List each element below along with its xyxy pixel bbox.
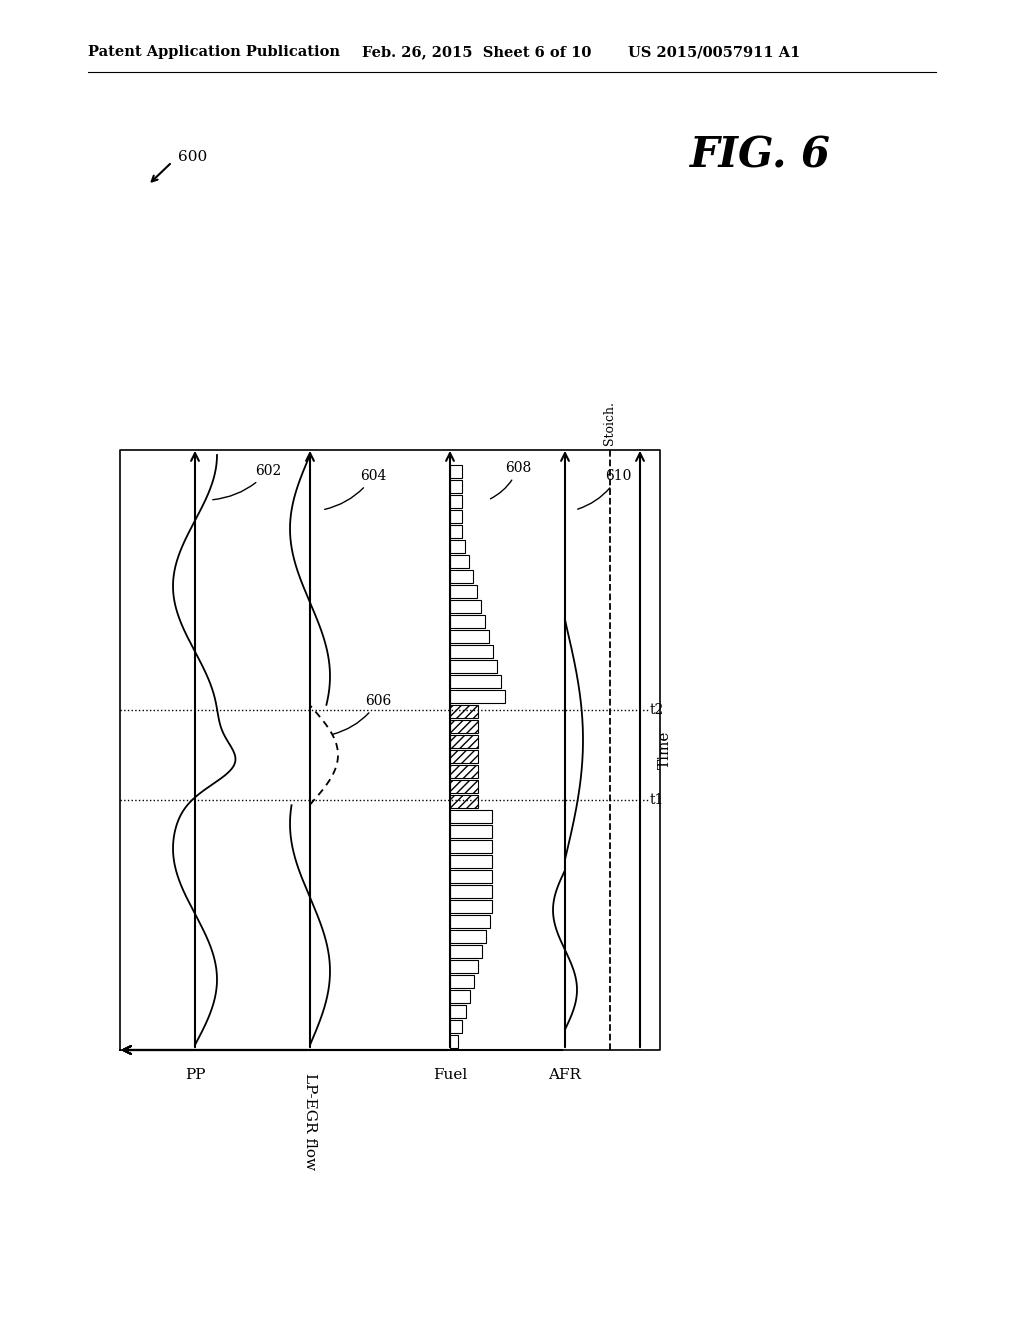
Bar — [450, 615, 485, 628]
Bar — [450, 465, 462, 478]
Text: 602: 602 — [213, 465, 282, 500]
Bar — [450, 570, 473, 583]
Bar — [450, 735, 478, 748]
Bar — [450, 750, 478, 763]
Bar — [450, 945, 482, 958]
Text: PP: PP — [184, 1068, 205, 1082]
Bar — [450, 735, 478, 748]
Bar — [450, 975, 474, 987]
Bar — [450, 705, 478, 718]
Bar — [450, 915, 490, 928]
Bar — [450, 719, 478, 733]
Bar — [450, 780, 478, 793]
Text: Feb. 26, 2015  Sheet 6 of 10: Feb. 26, 2015 Sheet 6 of 10 — [362, 45, 592, 59]
Bar — [450, 1005, 466, 1018]
Bar — [450, 900, 492, 913]
Text: AFR: AFR — [549, 1068, 582, 1082]
Text: 608: 608 — [490, 461, 531, 499]
Text: FIG. 6: FIG. 6 — [689, 135, 830, 176]
Bar — [450, 645, 493, 657]
Text: 610: 610 — [578, 469, 632, 510]
Text: Patent Application Publication: Patent Application Publication — [88, 45, 340, 59]
Bar — [450, 719, 478, 733]
Bar — [450, 825, 492, 838]
Text: Stoich.: Stoich. — [603, 401, 616, 445]
Bar — [450, 630, 489, 643]
Bar — [450, 990, 470, 1003]
Text: Fuel: Fuel — [433, 1068, 467, 1082]
Bar — [450, 870, 492, 883]
Bar — [450, 780, 478, 793]
Bar — [450, 810, 492, 822]
Bar — [450, 540, 465, 553]
Bar — [450, 690, 505, 704]
Bar — [450, 884, 492, 898]
Bar — [450, 766, 478, 777]
Bar — [450, 675, 501, 688]
Text: 604: 604 — [325, 469, 386, 510]
Bar — [450, 601, 481, 612]
Bar — [450, 795, 478, 808]
Bar — [450, 795, 478, 808]
Text: Time: Time — [658, 731, 672, 770]
Text: 606: 606 — [333, 694, 391, 734]
Bar — [450, 931, 486, 942]
Bar — [450, 855, 492, 869]
Bar — [450, 1020, 462, 1034]
Text: US 2015/0057911 A1: US 2015/0057911 A1 — [628, 45, 801, 59]
Bar — [450, 510, 462, 523]
Bar — [450, 554, 469, 568]
Bar — [450, 495, 462, 508]
Bar — [450, 480, 462, 492]
Text: t2: t2 — [650, 704, 665, 717]
Bar — [450, 585, 477, 598]
Bar — [450, 840, 492, 853]
Bar — [450, 1035, 458, 1048]
Bar — [450, 525, 462, 539]
Bar — [450, 960, 478, 973]
Bar — [450, 660, 497, 673]
Text: t1: t1 — [650, 793, 665, 807]
Bar — [450, 766, 478, 777]
Text: LP-EGR flow: LP-EGR flow — [303, 1073, 317, 1170]
Bar — [450, 750, 478, 763]
Text: 600: 600 — [178, 150, 207, 164]
Bar — [450, 705, 478, 718]
